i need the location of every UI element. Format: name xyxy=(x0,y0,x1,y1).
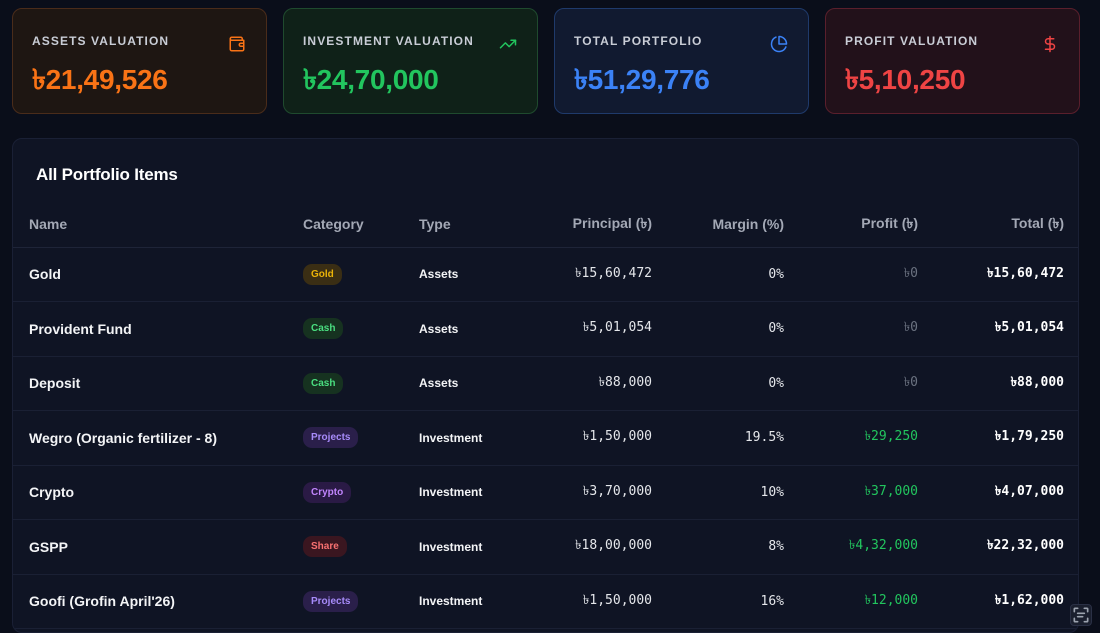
card-label: INVESTMENT VALUATION xyxy=(303,34,518,48)
card-value: ৳5,10,250 xyxy=(845,58,1060,105)
cell-category: Projects xyxy=(303,411,419,466)
header-category[interactable]: Category xyxy=(303,201,419,247)
header-name[interactable]: Name xyxy=(13,201,303,247)
cell-profit: ৳4,32,000 xyxy=(784,520,918,575)
cell-type: Assets xyxy=(419,247,519,302)
card-value: ৳51,29,776 xyxy=(574,58,789,105)
cell-profit: ৳29,250 xyxy=(784,411,918,466)
screenshot-scan-button[interactable] xyxy=(1070,604,1092,626)
cell-profit: ৳12,000 xyxy=(784,574,918,629)
cell-category: Share xyxy=(303,520,419,575)
cell-profit: ৳0 xyxy=(784,247,918,302)
table-row[interactable]: Deposit Cash Assets ৳88,000 0% ৳0 ৳88,00… xyxy=(13,356,1079,411)
total-portfolio-card: TOTAL PORTFOLIO ৳51,29,776 xyxy=(554,8,809,114)
cell-name: Wegro (Organic fertilizer - 8) xyxy=(13,411,303,466)
cell-principal: ৳18,00,000 xyxy=(519,520,652,575)
table-row[interactable]: GSPP Share Investment ৳18,00,000 8% ৳4,3… xyxy=(13,520,1079,575)
category-badge: Projects xyxy=(303,591,358,612)
card-value: ৳21,49,526 xyxy=(32,58,247,105)
category-badge: Projects xyxy=(303,427,358,448)
cell-total: ৳15,60,472 xyxy=(918,247,1079,302)
category-badge: Gold xyxy=(303,264,342,285)
cell-type: Investment xyxy=(419,574,519,629)
cell-margin: 8% xyxy=(652,520,784,575)
cell-total: ৳88,000 xyxy=(918,356,1079,411)
cell-margin: 10% xyxy=(652,465,784,520)
card-label: PROFIT VALUATION xyxy=(845,34,1060,48)
cell-total: ৳4,07,000 xyxy=(918,465,1079,520)
cell-principal: ৳88,000 xyxy=(519,356,652,411)
cell-total: ৳1,79,250 xyxy=(918,411,1079,466)
cell-total: ৳5,01,054 xyxy=(918,302,1079,357)
cell-principal: ৳5,01,054 xyxy=(519,302,652,357)
cell-margin: 0% xyxy=(652,302,784,357)
cell-type: Investment xyxy=(419,465,519,520)
summary-cards: ASSETS VALUATION ৳21,49,526 INVESTMENT V… xyxy=(12,8,1080,114)
cell-principal: ৳15,60,472 xyxy=(519,247,652,302)
cell-total: ৳1,62,000 xyxy=(918,574,1079,629)
investment-valuation-card: INVESTMENT VALUATION ৳24,70,000 xyxy=(283,8,538,114)
cell-principal: ৳3,70,000 xyxy=(519,465,652,520)
table-row[interactable]: Crypto Crypto Investment ৳3,70,000 10% ৳… xyxy=(13,465,1079,520)
cell-margin: 0% xyxy=(652,247,784,302)
cell-name: Goofi (Grofin April'26) xyxy=(13,574,303,629)
table-row[interactable]: Wegro (Organic fertilizer - 8) Projects … xyxy=(13,411,1079,466)
cell-type: Assets xyxy=(419,302,519,357)
cell-category: Crypto xyxy=(303,465,419,520)
cell-category: Cash xyxy=(303,302,419,357)
cell-principal: ৳1,50,000 xyxy=(519,411,652,466)
cell-type: Investment xyxy=(419,520,519,575)
category-badge: Cash xyxy=(303,318,343,339)
cell-profit: ৳37,000 xyxy=(784,465,918,520)
dollar-icon xyxy=(1041,35,1059,53)
pie-chart-icon xyxy=(770,35,788,53)
header-principal[interactable]: Principal (৳) xyxy=(519,201,652,247)
cell-category: Projects xyxy=(303,574,419,629)
cell-category: Cash xyxy=(303,356,419,411)
cell-name: Provident Fund xyxy=(13,302,303,357)
cell-profit: ৳0 xyxy=(784,356,918,411)
card-label: TOTAL PORTFOLIO xyxy=(574,34,789,48)
header-total[interactable]: Total (৳) xyxy=(918,201,1079,247)
panel-title: All Portfolio Items xyxy=(36,165,178,185)
cell-name: Crypto xyxy=(13,465,303,520)
table-row[interactable]: Provident Fund Cash Assets ৳5,01,054 0% … xyxy=(13,302,1079,357)
cell-type: Investment xyxy=(419,411,519,466)
cell-principal: ৳1,50,000 xyxy=(519,574,652,629)
table-row[interactable]: Goofi (Grofin April'26) Projects Investm… xyxy=(13,574,1079,629)
category-badge: Cash xyxy=(303,373,343,394)
portfolio-items-panel: All Portfolio Items Name Category Type P… xyxy=(12,138,1079,633)
profit-valuation-card: PROFIT VALUATION ৳5,10,250 xyxy=(825,8,1080,114)
category-badge: Share xyxy=(303,536,347,557)
cell-name: Gold xyxy=(13,247,303,302)
cell-name: GSPP xyxy=(13,520,303,575)
card-label: ASSETS VALUATION xyxy=(32,34,247,48)
portfolio-table: Name Category Type Principal (৳) Margin … xyxy=(13,201,1079,629)
trending-up-icon xyxy=(499,35,517,53)
cell-profit: ৳0 xyxy=(784,302,918,357)
cell-name: Deposit xyxy=(13,356,303,411)
header-type[interactable]: Type xyxy=(419,201,519,247)
table-row[interactable]: Gold Gold Assets ৳15,60,472 0% ৳0 ৳15,60… xyxy=(13,247,1079,302)
table-header-row: Name Category Type Principal (৳) Margin … xyxy=(13,201,1079,247)
cell-category: Gold xyxy=(303,247,419,302)
cell-margin: 16% xyxy=(652,574,784,629)
header-margin[interactable]: Margin (%) xyxy=(652,201,784,247)
cell-type: Assets xyxy=(419,356,519,411)
cell-margin: 0% xyxy=(652,356,784,411)
scan-icon xyxy=(1071,605,1091,625)
wallet-icon xyxy=(228,35,246,53)
cell-margin: 19.5% xyxy=(652,411,784,466)
assets-valuation-card: ASSETS VALUATION ৳21,49,526 xyxy=(12,8,267,114)
category-badge: Crypto xyxy=(303,482,351,503)
card-value: ৳24,70,000 xyxy=(303,58,518,105)
header-profit[interactable]: Profit (৳) xyxy=(784,201,918,247)
cell-total: ৳22,32,000 xyxy=(918,520,1079,575)
